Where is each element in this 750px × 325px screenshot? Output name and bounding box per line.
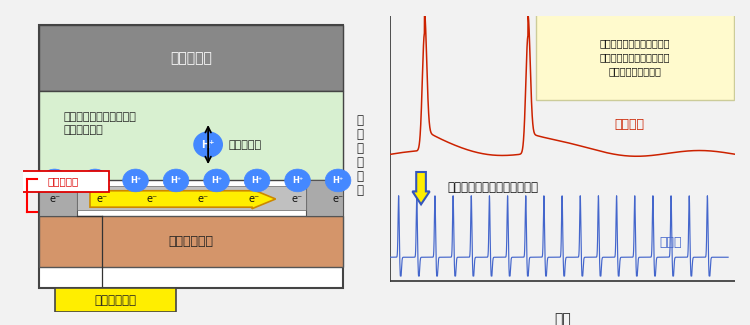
Bar — [39, 25, 343, 91]
Circle shape — [42, 169, 68, 192]
Text: e⁻: e⁻ — [147, 194, 158, 204]
Circle shape — [244, 169, 270, 192]
Text: 水素イオン伝導による高速化: 水素イオン伝導による高速化 — [447, 181, 538, 194]
Text: 電気二重層: 電気二重層 — [47, 176, 79, 186]
Circle shape — [326, 169, 351, 192]
Text: e⁻: e⁻ — [292, 194, 303, 204]
Circle shape — [82, 169, 108, 192]
Bar — [306, 180, 343, 216]
Text: ド
レ
イ
ン
電
流: ド レ イ ン 電 流 — [356, 114, 364, 198]
Text: H⁺: H⁺ — [130, 176, 141, 185]
Circle shape — [164, 169, 189, 192]
Text: H⁺: H⁺ — [292, 176, 303, 185]
Text: 時間: 時間 — [554, 312, 571, 325]
Text: H⁺: H⁺ — [332, 176, 344, 185]
Text: H⁺: H⁺ — [211, 176, 222, 185]
FancyBboxPatch shape — [17, 171, 109, 191]
Text: H⁺: H⁺ — [89, 176, 101, 185]
Text: e⁻: e⁻ — [49, 194, 60, 204]
Bar — [76, 187, 306, 210]
Text: e⁻: e⁻ — [197, 194, 208, 204]
Text: 多孔質イットリア安定化
ジルコニア膜: 多孔質イットリア安定化 ジルコニア膜 — [63, 112, 136, 135]
Bar — [39, 180, 76, 216]
Circle shape — [123, 169, 148, 192]
FancyArrow shape — [90, 189, 276, 209]
Text: H⁺: H⁺ — [49, 176, 60, 185]
Text: e⁻: e⁻ — [332, 194, 344, 204]
Bar — [39, 91, 343, 180]
FancyBboxPatch shape — [536, 15, 734, 100]
Bar — [39, 25, 343, 288]
Text: 本研究: 本研究 — [659, 236, 682, 249]
Text: ゲート電極: ゲート電極 — [170, 51, 212, 65]
Text: 従来技術: 従来技術 — [614, 119, 644, 132]
Text: H⁺: H⁺ — [251, 176, 262, 185]
Text: ドレイン電流: ドレイン電流 — [94, 293, 136, 306]
Circle shape — [194, 132, 222, 157]
FancyBboxPatch shape — [55, 288, 176, 312]
Text: e⁻: e⁻ — [248, 194, 259, 204]
Text: 水素イオン: 水素イオン — [228, 139, 262, 150]
Text: e⁻: e⁻ — [96, 194, 107, 204]
Circle shape — [285, 169, 310, 192]
Text: H⁺: H⁺ — [170, 176, 182, 185]
Bar — [39, 216, 343, 267]
Circle shape — [204, 169, 230, 192]
Text: H⁺: H⁺ — [202, 139, 214, 150]
FancyArrow shape — [413, 172, 430, 204]
Text: 電気二重層トランジスタの
ニューロモルフィック動作
課題：低い動作速度: 電気二重層トランジスタの ニューロモルフィック動作 課題：低い動作速度 — [600, 38, 670, 76]
Text: ダイヤモンド: ダイヤモンド — [169, 235, 214, 248]
